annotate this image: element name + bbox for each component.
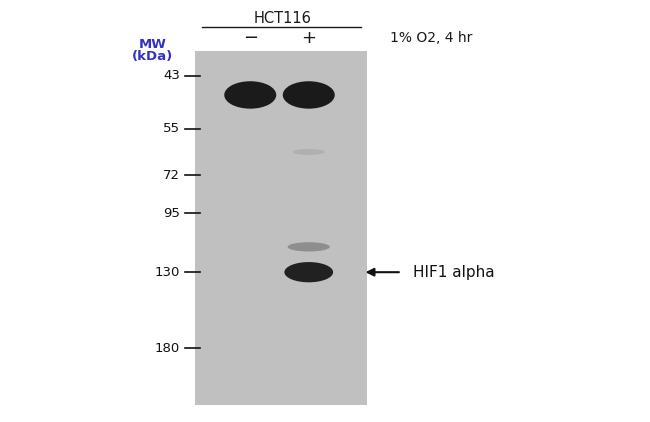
Text: (kDa): (kDa) — [132, 51, 174, 63]
Text: HIF1 alpha: HIF1 alpha — [413, 265, 495, 280]
Ellipse shape — [292, 149, 325, 155]
Text: 180: 180 — [155, 342, 180, 354]
Text: 55: 55 — [163, 122, 180, 135]
Ellipse shape — [283, 81, 335, 108]
Ellipse shape — [285, 262, 333, 282]
Text: 130: 130 — [155, 266, 180, 279]
FancyBboxPatch shape — [195, 51, 367, 405]
Text: 43: 43 — [163, 70, 180, 82]
Ellipse shape — [287, 242, 330, 252]
Ellipse shape — [224, 81, 276, 108]
Text: 72: 72 — [163, 169, 180, 181]
Text: −: − — [242, 29, 258, 47]
Text: MW: MW — [139, 38, 166, 51]
Text: 95: 95 — [163, 207, 180, 219]
Text: +: + — [301, 29, 317, 47]
Text: 1% O2, 4 hr: 1% O2, 4 hr — [390, 31, 473, 45]
Text: HCT116: HCT116 — [254, 11, 312, 27]
